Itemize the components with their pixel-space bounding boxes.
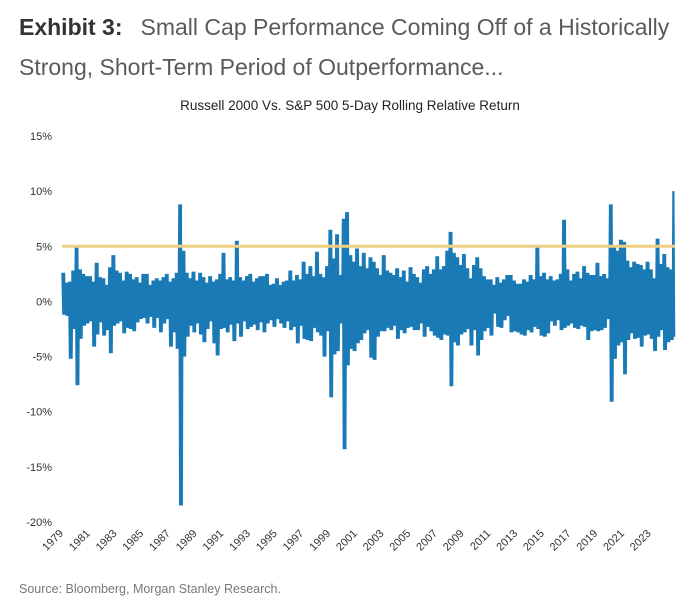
y-tick-label: -5% [32, 352, 52, 364]
y-tick-label: 15% [30, 131, 52, 143]
x-tick-label: 2017 [548, 528, 574, 554]
x-tick-label: 2001 [334, 528, 360, 554]
x-tick-label: 2011 [468, 528, 493, 553]
y-axis: 15% 10% 5% 0% -5% -10% -15% -20% [26, 131, 52, 529]
x-tick-label: 1987 [147, 528, 173, 554]
source-note: Source: Bloomberg, Morgan Stanley Resear… [19, 582, 281, 596]
exhibit-title-line2: Strong, Short-Term Period of Outperforma… [19, 54, 504, 80]
x-tick-label: 1981 [67, 528, 93, 554]
x-tick-label: 2023 [628, 528, 654, 554]
x-tick-label: 1991 [201, 528, 227, 554]
x-tick-label: 2005 [388, 528, 414, 554]
x-tick-label: 1983 [94, 528, 120, 554]
y-tick-label: -10% [26, 407, 52, 419]
exhibit-title-line1: Exhibit 3: Small Cap Performance Coming O… [19, 14, 669, 41]
chart-title: Russell 2000 Vs. S&P 500 5-Day Rolling R… [180, 98, 520, 113]
x-tick-label: 1979 [40, 528, 66, 554]
exhibit-label: Exhibit 3: [19, 14, 123, 40]
y-tick-label: 10% [30, 186, 52, 198]
y-tick-label: 0% [36, 296, 52, 308]
x-tick-label: 1997 [281, 528, 307, 554]
x-tick-label: 1993 [227, 528, 253, 554]
x-tick-label: 1995 [254, 528, 280, 554]
x-tick-label: 2019 [575, 528, 601, 554]
exhibit-title: Small Cap Performance Coming Off of a Hi… [140, 14, 670, 40]
x-axis: 1979 1981 1983 1985 1987 1989 1991 1993 1995 1997… [40, 528, 653, 554]
y-tick-label: 5% [36, 241, 52, 253]
x-tick-label: 1999 [307, 528, 333, 554]
y-tick-label: -15% [26, 462, 52, 474]
x-tick-label: 2007 [414, 528, 440, 554]
y-tick-label: -20% [26, 517, 52, 529]
x-tick-label: 2003 [361, 528, 387, 554]
x-tick-label: 1989 [174, 528, 200, 554]
x-tick-label: 2015 [521, 528, 547, 554]
x-tick-label: 2013 [494, 528, 520, 554]
x-tick-label: 1985 [120, 528, 146, 554]
x-tick-label: 2009 [441, 528, 467, 554]
x-tick-label: 2021 [601, 528, 627, 554]
series-line [61, 191, 676, 506]
